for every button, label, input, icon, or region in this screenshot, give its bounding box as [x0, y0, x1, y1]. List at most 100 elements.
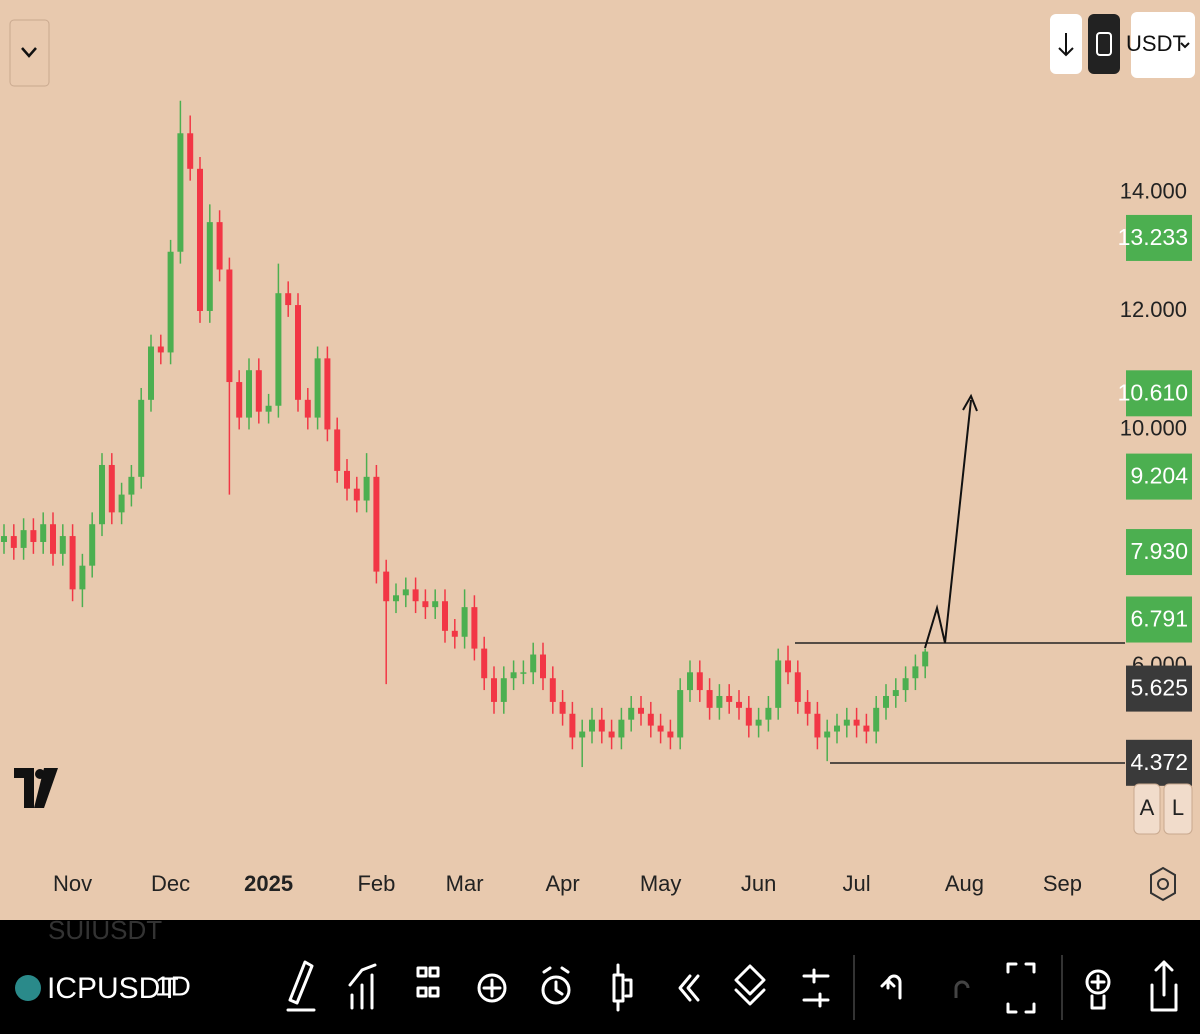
- candle-body: [892, 690, 899, 696]
- symbol[interactable]: ICPUSDT: [47, 972, 179, 1005]
- interval[interactable]: 1D: [155, 970, 191, 1001]
- candle-body: [363, 476, 370, 501]
- candle-body: [559, 701, 566, 714]
- candle-body: [128, 476, 135, 495]
- fullscreen-icon[interactable]: [1006, 962, 1036, 1014]
- price-badge-label: 13.233: [1118, 224, 1188, 250]
- x-tick-label: Apr: [545, 871, 579, 896]
- ghost-symbol: SUIUSDT: [48, 915, 162, 945]
- candle-body: [853, 719, 860, 726]
- candle-body: [804, 701, 811, 714]
- layout-icon[interactable]: [416, 966, 440, 998]
- candle-body: [912, 666, 919, 679]
- candle-body: [50, 524, 56, 554]
- share-icon[interactable]: [1150, 960, 1178, 1012]
- price-badge-label: 9.204: [1130, 463, 1188, 489]
- add-icon[interactable]: [477, 973, 507, 1003]
- price-badge-label: 7.930: [1130, 538, 1188, 564]
- chevron: [21, 47, 37, 58]
- x-tick-label: Aug: [945, 871, 984, 896]
- candle-body: [383, 571, 390, 602]
- candle-body: [432, 601, 439, 608]
- candle-body: [540, 654, 546, 679]
- settings-slider-icon[interactable]: [802, 968, 830, 1008]
- price-badge: [1126, 596, 1192, 643]
- log-button[interactable]: [1163, 783, 1193, 835]
- currency-button[interactable]: [1131, 12, 1195, 78]
- candle-body: [579, 731, 586, 738]
- settings-icon[interactable]: [1150, 866, 1176, 902]
- candle-body: [197, 168, 203, 311]
- candle-body: [794, 672, 801, 702]
- alert-icon[interactable]: [541, 975, 571, 1005]
- price-badge-label: 5.625: [1130, 675, 1188, 701]
- candle-body: [69, 536, 76, 590]
- replay-icon[interactable]: [678, 974, 700, 1002]
- collapse-button[interactable]: [9, 19, 50, 87]
- candle-body: [20, 530, 27, 548]
- candle-body: [696, 672, 703, 691]
- candle-body: [814, 713, 821, 738]
- tv-logo: [14, 768, 58, 808]
- candle-body: [79, 565, 86, 590]
- candle-body: [118, 494, 125, 513]
- candle-body: [755, 719, 762, 726]
- candle-body: [59, 536, 66, 554]
- candle-body: [157, 346, 164, 353]
- candle-body: [647, 713, 654, 726]
- fit-button[interactable]: [1088, 14, 1120, 74]
- candle-body: [843, 719, 850, 726]
- indicators-icon[interactable]: [348, 963, 377, 1010]
- candle-body: [1, 536, 7, 542]
- projection-arrow: [924, 399, 972, 649]
- candle-body: [863, 725, 870, 732]
- price-badge: [1126, 370, 1192, 417]
- x-tick-label: May: [640, 871, 682, 896]
- candle-body: [226, 269, 233, 383]
- currency: USDT: [1126, 31, 1186, 56]
- candle-body: [314, 358, 321, 418]
- candle-body: [10, 536, 17, 548]
- candle-body: [883, 695, 889, 708]
- price-badge: [1126, 665, 1192, 712]
- price-badge: [1126, 214, 1192, 261]
- candle-body: [628, 707, 635, 720]
- candle-body: [89, 524, 96, 566]
- candle-body: [246, 370, 252, 418]
- price-badge: [1126, 529, 1192, 576]
- candle-body: [148, 346, 154, 400]
- candle-body: [275, 293, 282, 406]
- candle-body: [775, 660, 782, 708]
- x-tick-label: 2025: [244, 871, 293, 896]
- candle-body: [638, 707, 644, 714]
- candle-body: [167, 251, 174, 353]
- candle-body: [304, 399, 311, 418]
- layers-icon[interactable]: [734, 964, 766, 1006]
- candle-body: [745, 707, 752, 726]
- price-badge: [1126, 453, 1192, 500]
- toolbar-icons: [286, 955, 1178, 1020]
- x-tick-label: Nov: [53, 871, 92, 896]
- candle-body: [589, 719, 595, 732]
- candle-body: [549, 678, 556, 702]
- chart-type-icon[interactable]: [612, 963, 633, 1012]
- candle-body: [520, 672, 527, 674]
- auto-button[interactable]: [1133, 783, 1161, 835]
- x-tick-label: Feb: [357, 871, 395, 896]
- settings-dot: [1157, 878, 1169, 890]
- down-icon: [1058, 33, 1074, 57]
- candle-body: [834, 725, 840, 732]
- draw-icon[interactable]: [286, 960, 316, 1012]
- undo-icon[interactable]: [880, 974, 902, 1000]
- candle-body: [177, 133, 184, 252]
- candle-body: [108, 464, 115, 513]
- idea-icon[interactable]: [1085, 969, 1111, 995]
- candle-body: [569, 713, 576, 738]
- toolbar: [0, 920, 1200, 1034]
- candle-body: [716, 695, 723, 708]
- x-tick-label: Jun: [741, 871, 776, 896]
- candle-body: [491, 678, 497, 702]
- candle-body: [706, 690, 713, 708]
- y-tick-label: 10.000: [1120, 415, 1187, 440]
- redo-icon[interactable]: [954, 980, 970, 998]
